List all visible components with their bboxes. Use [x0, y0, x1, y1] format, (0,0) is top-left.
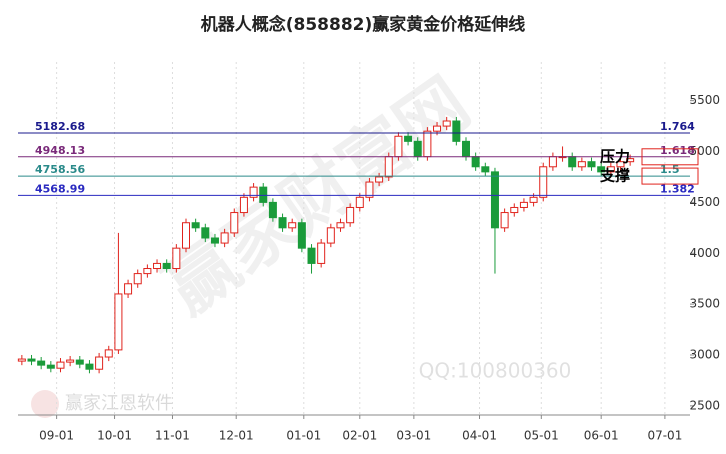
candle-body	[114, 293, 123, 351]
candle-body	[56, 361, 65, 369]
candle-body	[249, 186, 258, 198]
candle-body	[336, 222, 345, 229]
candle-body	[510, 206, 519, 214]
x-tick-label: 06-01	[584, 429, 619, 443]
candle-body	[346, 206, 355, 224]
candle-body	[375, 176, 384, 183]
candle-body	[85, 363, 94, 370]
candle-body	[529, 196, 538, 203]
level-ratio: 1.618	[660, 144, 695, 157]
x-tick-label: 09-01	[39, 429, 74, 443]
candle-body	[201, 227, 210, 239]
candle-body	[606, 166, 615, 173]
candle-body	[568, 156, 577, 168]
candle-body	[153, 262, 162, 270]
candle-body	[66, 359, 75, 363]
x-tick-label: 03-01	[396, 429, 431, 443]
x-tick-label: 05-01	[524, 429, 559, 443]
candle-body	[548, 156, 557, 168]
candle-body	[37, 360, 46, 366]
y-tick-label: 3000	[689, 347, 720, 361]
label-box	[641, 148, 699, 166]
candle-body	[365, 181, 374, 198]
candle-body	[172, 247, 181, 270]
candle-body	[278, 217, 287, 229]
candle-body	[423, 130, 432, 158]
candle-body	[404, 135, 413, 142]
candle-body	[490, 171, 499, 229]
candle-body	[626, 158, 635, 163]
label-box	[641, 167, 699, 185]
candle-body	[46, 364, 55, 369]
candle-body	[17, 358, 26, 362]
candle-body	[259, 186, 268, 203]
candle-body	[75, 359, 84, 365]
candle-body	[104, 349, 113, 358]
level-ratio: 1.382	[660, 182, 695, 195]
x-tick-label: 11-01	[155, 429, 190, 443]
candle-body	[288, 222, 297, 229]
candle-body	[500, 212, 509, 229]
y-tick-label: 5500	[689, 93, 720, 107]
resistance-label: 压力	[600, 147, 630, 165]
candle-body	[433, 125, 442, 132]
level-value: 4758.56	[35, 163, 85, 176]
candle-body	[597, 166, 606, 173]
candle-body	[326, 227, 335, 244]
candle-body	[133, 273, 142, 285]
candle-body	[587, 161, 596, 168]
level-ratio: 1.764	[660, 120, 695, 133]
candle-body	[452, 120, 461, 142]
x-tick-label: 01-01	[286, 429, 321, 443]
level-ratio: 1.5	[660, 163, 680, 176]
candle-body	[355, 196, 364, 208]
x-tick-label: 12-01	[219, 429, 254, 443]
candle-body	[384, 156, 393, 178]
candle-body	[394, 135, 403, 158]
candle-body	[143, 268, 152, 275]
candle-body	[95, 356, 104, 370]
candle-body	[519, 201, 528, 208]
candle-body	[577, 161, 586, 168]
level-value: 4948.13	[35, 144, 85, 157]
candle-body	[268, 201, 277, 219]
y-tick-label: 4500	[689, 195, 720, 209]
candle-body	[307, 247, 316, 264]
candle-body	[481, 166, 490, 173]
candle-body	[182, 222, 190, 249]
candle-body	[124, 283, 133, 295]
chart-title: 机器人概念(858882)赢家黄金价格延伸线	[201, 14, 526, 35]
candle-body	[297, 222, 306, 249]
candle-body	[317, 242, 326, 264]
candle-body	[27, 358, 36, 362]
candle-body	[210, 237, 219, 244]
candle-body	[442, 120, 451, 127]
y-tick-label: 3500	[689, 297, 720, 311]
y-tick-label: 4000	[689, 246, 720, 260]
y-tick-label: 5000	[689, 144, 720, 158]
candle-body	[616, 161, 625, 168]
candle-body	[220, 232, 229, 244]
watermark: QQ:100800360	[419, 359, 572, 383]
candle-body	[539, 166, 548, 198]
candle-body	[239, 196, 248, 214]
candle-body	[413, 140, 422, 158]
candle-body	[162, 262, 171, 270]
x-tick-label: 04-01	[462, 429, 497, 443]
logo	[31, 390, 59, 418]
watermark: 赢家江恩软件	[65, 392, 173, 414]
x-tick-label: 07-01	[647, 429, 682, 443]
x-tick-label: 02-01	[342, 429, 377, 443]
level-value: 4568.99	[35, 182, 85, 195]
candle-body	[191, 222, 200, 229]
x-tick-label: 10-01	[97, 429, 132, 443]
candle-body	[230, 212, 239, 234]
y-tick-label: 2500	[689, 398, 720, 412]
candle-body	[462, 140, 470, 158]
candle-body	[471, 156, 480, 168]
support-label: 支撑	[599, 167, 630, 185]
level-value: 5182.68	[35, 120, 85, 133]
